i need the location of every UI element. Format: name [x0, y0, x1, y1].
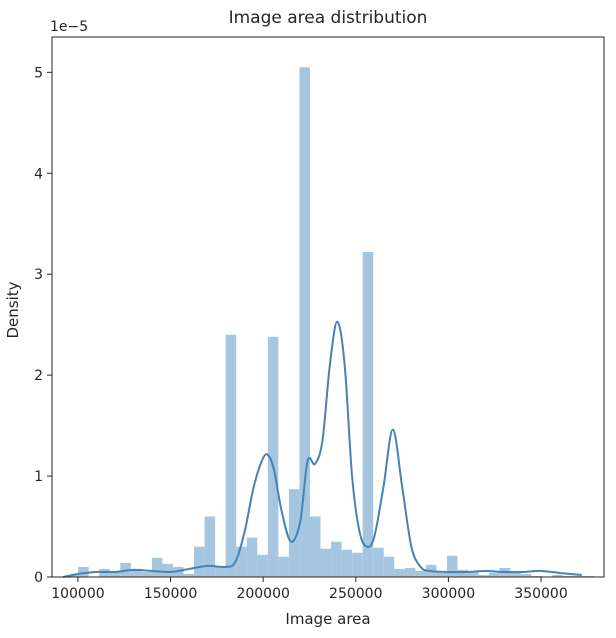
y-tick-label: 3 [34, 267, 43, 283]
histogram-bar [489, 572, 500, 577]
histogram-bar [436, 571, 447, 577]
histogram-bar [468, 571, 479, 577]
histogram-bar [457, 569, 469, 577]
y-axis: 0 1 2 3 4 5 [34, 65, 52, 586]
histogram-bar [246, 537, 258, 577]
histogram-bar [151, 557, 163, 577]
histogram-bar [446, 555, 458, 577]
histogram-bar [531, 575, 542, 577]
histogram-bar [109, 571, 121, 577]
histogram-bar [362, 251, 374, 578]
x-axis: 100000 150000 200000 250000 300000 350000 [51, 577, 568, 602]
histogram-bar [352, 552, 363, 577]
y-axis-label: Density [4, 281, 22, 338]
histogram-bar [183, 573, 195, 577]
histogram-bar [78, 566, 89, 577]
histogram-bar [67, 574, 79, 577]
histogram-bar [520, 573, 532, 577]
histogram-bar [236, 546, 247, 577]
histogram-bar [278, 556, 289, 577]
histogram-bar [141, 571, 152, 577]
histogram-bar [194, 546, 205, 577]
histogram-bar [552, 574, 563, 577]
histogram-bar [573, 575, 585, 577]
histogram-bar [404, 567, 416, 577]
histogram-bar [99, 568, 110, 577]
y-tick-label: 4 [34, 166, 43, 182]
x-axis-label: Image area [285, 610, 370, 628]
histogram-bar [288, 489, 300, 577]
histogram-bar [373, 547, 384, 577]
histogram-bar [309, 516, 321, 577]
histogram-bar [510, 570, 521, 577]
histogram-bar [299, 67, 310, 577]
histogram-bar [257, 554, 268, 577]
histogram-bar [584, 575, 595, 577]
kde-line [62, 320, 582, 578]
x-tick-label: 300000 [422, 586, 475, 602]
histogram-bar [478, 574, 490, 577]
x-tick-label: 150000 [144, 586, 197, 602]
histogram-bar [341, 549, 353, 577]
y-tick-label: 2 [34, 368, 43, 384]
histogram-bar [562, 575, 574, 577]
histogram-bar [204, 516, 216, 577]
histogram-bar [394, 568, 405, 577]
histogram-bar [162, 563, 173, 577]
y-tick-label: 0 [34, 570, 43, 586]
histogram-bar [415, 570, 426, 577]
x-tick-label: 250000 [329, 586, 382, 602]
histogram-bar [225, 334, 237, 577]
histogram-bar [267, 336, 279, 577]
histogram-bar [215, 566, 226, 577]
plot-area [51, 36, 605, 578]
plot-frame [51, 36, 605, 578]
histogram-bar [130, 568, 142, 577]
y-offset-label: 1e−5 [50, 19, 88, 35]
histogram-bar [383, 556, 395, 577]
histogram-bar [320, 548, 332, 577]
x-tick-label: 100000 [51, 586, 104, 602]
histogram-bar [331, 541, 342, 577]
y-tick-label: 5 [34, 65, 43, 81]
x-tick-label: 200000 [236, 586, 289, 602]
y-tick-label: 1 [34, 469, 43, 485]
chart-title: Image area distribution [229, 8, 428, 28]
x-tick-label: 350000 [514, 586, 567, 602]
